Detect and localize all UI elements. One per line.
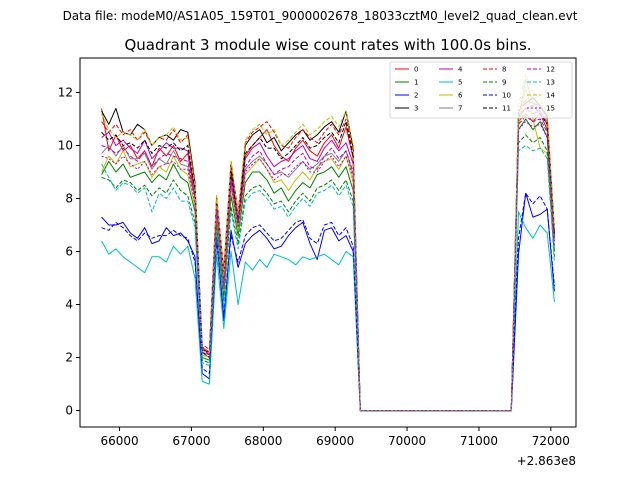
legend-label: 8 [502,66,506,74]
series-line-12 [101,115,555,412]
y-tick-label: 0 [65,404,73,418]
legend-label: 4 [458,66,463,74]
legend-label: 1 [414,79,418,87]
x-tick-label: 68000 [244,434,282,448]
series-line-14 [101,73,555,412]
y-tick-label: 4 [65,298,73,312]
series-line-15 [101,121,555,412]
series-layer [101,73,555,412]
x-tick-label: 70000 [388,434,426,448]
y-axis: 0 2 4 6 8 10 12 [58,85,80,418]
legend-label: 9 [502,79,506,87]
y-tick-label: 10 [58,138,73,152]
axes-frame [79,57,577,428]
chart-title: Quadrant 3 module wise count rates with … [124,36,531,54]
legend-label: 5 [458,79,462,87]
x-tick-label: 71000 [460,434,498,448]
y-tick-label: 2 [65,351,73,365]
legend-label: 15 [546,105,555,113]
series-line-8 [101,99,555,412]
plot-area: 66000 67000 68000 69000 70000 71000 72000 0 2 4 6… [58,57,577,468]
x-tick-label: 66000 [100,434,138,448]
legend-frame [389,61,573,119]
legend-label: 12 [546,66,555,74]
x-offset-label: +2.863e8 [517,454,576,468]
legend-label: 13 [546,79,555,87]
legend-label: 10 [502,92,511,100]
legend-label: 14 [546,92,555,100]
y-tick-label: 12 [58,85,73,99]
legend-label: 7 [458,105,462,113]
y-tick-label: 6 [65,245,73,259]
x-axis: 66000 67000 68000 69000 70000 71000 72000 [100,427,570,448]
series-line-11 [101,105,555,412]
legend-label: 11 [502,105,511,113]
y-tick-label: 8 [65,191,73,205]
legend-label: 3 [414,105,418,113]
legend-label: 6 [458,92,463,100]
legend-label: 2 [414,92,418,100]
figure-suptitle: Data file: modeM0/AS1A05_159T01_90000026… [63,9,578,23]
x-tick-label: 67000 [172,434,210,448]
x-tick-label: 72000 [532,434,570,448]
x-tick-label: 69000 [316,434,354,448]
legend-label: 0 [414,66,418,74]
